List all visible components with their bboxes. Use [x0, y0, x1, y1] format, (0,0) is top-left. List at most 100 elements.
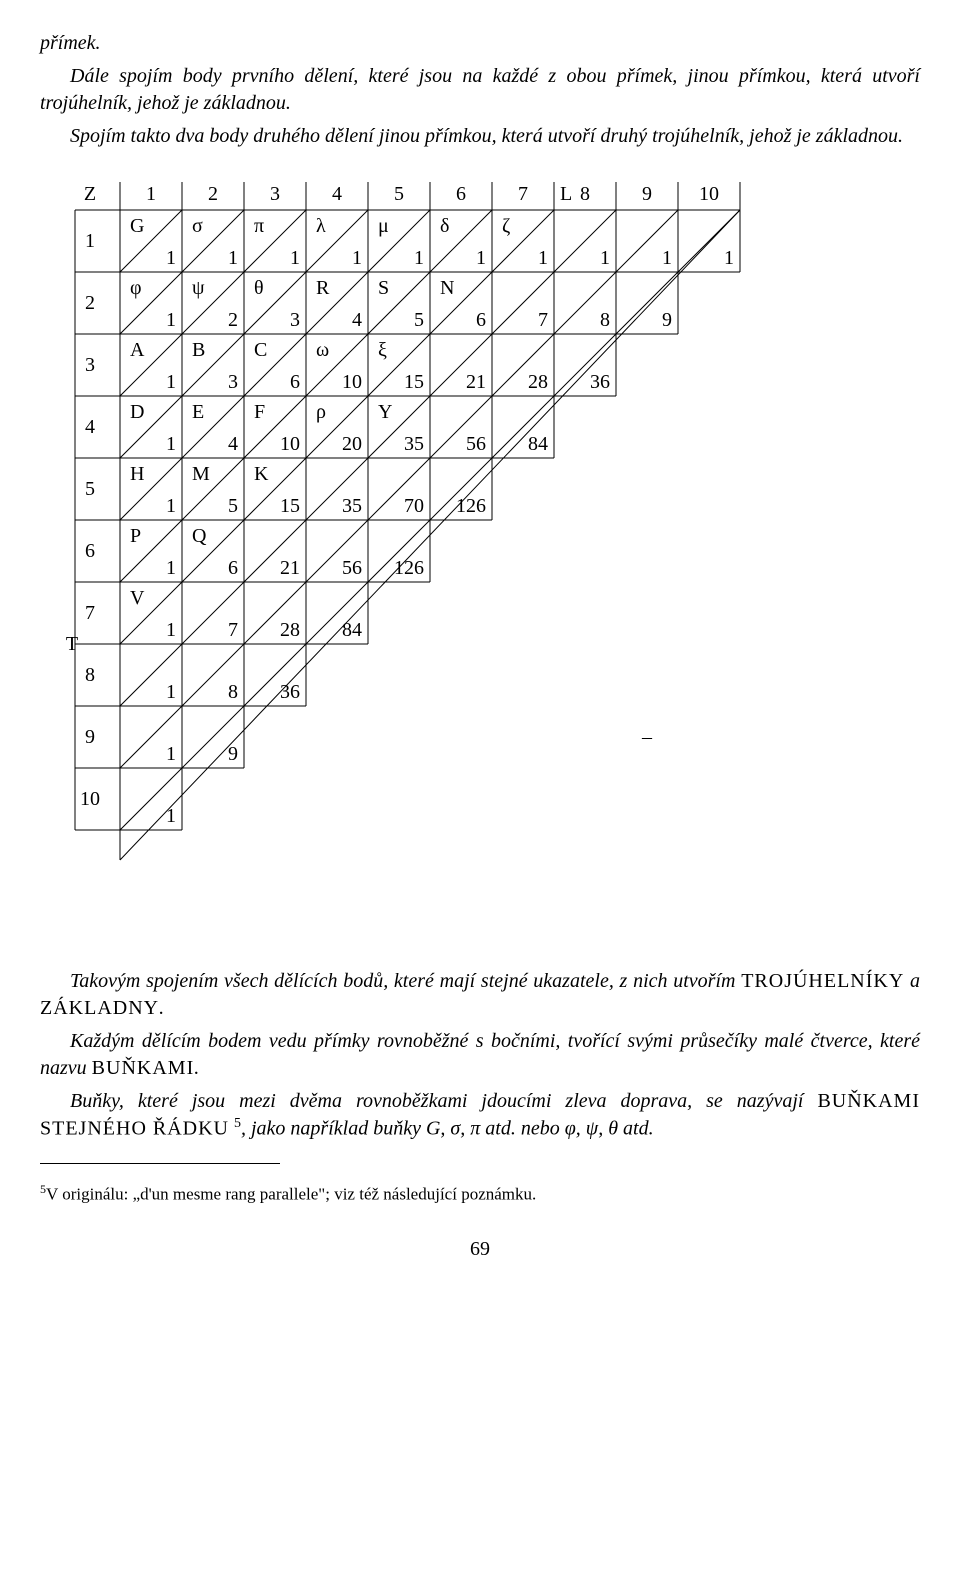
- svg-text:9: 9: [85, 726, 95, 748]
- svg-text:36: 36: [590, 371, 610, 393]
- svg-text:3: 3: [270, 183, 280, 205]
- svg-text:8: 8: [228, 681, 238, 703]
- svg-text:1: 1: [600, 247, 610, 269]
- svg-text:4: 4: [228, 433, 238, 455]
- svg-text:7: 7: [538, 309, 548, 331]
- svg-text:35: 35: [342, 495, 362, 517]
- svg-text:6: 6: [85, 540, 95, 562]
- svg-text:2: 2: [228, 309, 238, 331]
- svg-text:Q: Q: [192, 525, 207, 547]
- svg-text:5: 5: [85, 478, 95, 500]
- footnote-text: V originálu: „d'un mesme rang parallele"…: [46, 1184, 536, 1203]
- svg-text:R: R: [316, 277, 330, 299]
- svg-text:1: 1: [352, 247, 362, 269]
- p4-text-c: .: [194, 1057, 199, 1079]
- svg-text:A: A: [130, 339, 145, 361]
- svg-text:S: S: [378, 277, 389, 299]
- p4-word-1: BUŇKAMI: [92, 1057, 195, 1079]
- svg-text:φ: φ: [130, 277, 142, 299]
- page-number: 69: [40, 1236, 920, 1263]
- svg-text:4: 4: [85, 416, 95, 438]
- p5-text-a: Buňky, které jsou mezi dvěma rovnoběžkam…: [70, 1090, 817, 1112]
- svg-text:δ: δ: [440, 215, 449, 237]
- svg-text:6: 6: [290, 371, 300, 393]
- svg-text:L: L: [560, 183, 572, 205]
- svg-text:H: H: [130, 463, 144, 485]
- svg-text:Y: Y: [378, 401, 392, 423]
- svg-text:3: 3: [290, 309, 300, 331]
- svg-text:10: 10: [699, 183, 719, 205]
- svg-text:1: 1: [166, 371, 176, 393]
- svg-text:ξ: ξ: [378, 339, 387, 361]
- svg-text:1: 1: [538, 247, 548, 269]
- svg-text:B: B: [192, 339, 205, 361]
- svg-text:μ: μ: [378, 215, 389, 237]
- svg-text:10: 10: [280, 433, 300, 455]
- p5-text-e: , jako například buňky G, σ, π atd. nebo…: [241, 1118, 654, 1140]
- svg-text:1: 1: [166, 557, 176, 579]
- svg-text:1: 1: [228, 247, 238, 269]
- p3-word-2: ZÁKLADNY: [40, 997, 159, 1019]
- svg-text:1: 1: [166, 805, 176, 827]
- svg-text:21: 21: [280, 557, 300, 579]
- svg-text:1: 1: [146, 183, 156, 205]
- svg-text:λ: λ: [316, 215, 326, 237]
- p3-text-a: Takovým spojením všech dělících bodů, kt…: [70, 970, 741, 992]
- svg-text:70: 70: [404, 495, 424, 517]
- svg-text:1: 1: [414, 247, 424, 269]
- p3-word-1: TROJÚHELNÍKY: [741, 970, 904, 992]
- svg-text:28: 28: [280, 619, 300, 641]
- svg-text:ζ: ζ: [502, 215, 510, 237]
- svg-text:1: 1: [166, 743, 176, 765]
- svg-text:21: 21: [466, 371, 486, 393]
- svg-text:1: 1: [290, 247, 300, 269]
- paragraph-5: Buňky, které jsou mezi dvěma rovnoběžkam…: [40, 1088, 920, 1143]
- paragraph-1: Dále spojím body prvního dělení, které j…: [40, 63, 920, 117]
- svg-text:θ: θ: [254, 277, 264, 299]
- svg-text:56: 56: [342, 557, 362, 579]
- svg-text:2: 2: [85, 292, 95, 314]
- svg-text:K: K: [254, 463, 269, 485]
- svg-text:5: 5: [394, 183, 404, 205]
- svg-text:Z: Z: [84, 183, 96, 205]
- svg-text:F: F: [254, 401, 265, 423]
- svg-text:1: 1: [166, 247, 176, 269]
- svg-text:10: 10: [342, 371, 362, 393]
- svg-text:9: 9: [662, 309, 672, 331]
- svg-text:ρ: ρ: [316, 401, 326, 423]
- svg-text:4: 4: [352, 309, 362, 331]
- svg-text:36: 36: [280, 681, 300, 703]
- svg-text:3: 3: [85, 354, 95, 376]
- svg-text:9: 9: [228, 743, 238, 765]
- svg-text:ω: ω: [316, 339, 329, 361]
- svg-text:ψ: ψ: [192, 277, 205, 299]
- svg-text:C: C: [254, 339, 267, 361]
- svg-text:8: 8: [600, 309, 610, 331]
- svg-text:8: 8: [85, 664, 95, 686]
- svg-text:6: 6: [476, 309, 486, 331]
- svg-text:V: V: [130, 587, 145, 609]
- svg-text:84: 84: [342, 619, 362, 641]
- svg-text:9: 9: [642, 183, 652, 205]
- svg-text:1: 1: [166, 495, 176, 517]
- svg-text:7: 7: [85, 602, 95, 624]
- svg-text:M: M: [192, 463, 210, 485]
- svg-text:–: –: [641, 726, 653, 748]
- svg-text:1: 1: [166, 433, 176, 455]
- paragraph-4: Každým dělícím bodem vedu přímky rovnobě…: [40, 1028, 920, 1082]
- svg-text:35: 35: [404, 433, 424, 455]
- svg-text:7: 7: [518, 183, 528, 205]
- svg-text:P: P: [130, 525, 141, 547]
- svg-text:7: 7: [228, 619, 238, 641]
- footnote-ref-5: 5: [234, 1116, 241, 1131]
- svg-text:6: 6: [228, 557, 238, 579]
- svg-text:15: 15: [404, 371, 424, 393]
- p3-text-c: a: [904, 970, 920, 992]
- paragraph-0: přímek.: [40, 30, 920, 57]
- svg-text:3: 3: [228, 371, 238, 393]
- svg-text:1: 1: [476, 247, 486, 269]
- svg-text:5: 5: [414, 309, 424, 331]
- paragraph-2: Spojím takto dva body druhého dělení jin…: [40, 123, 920, 150]
- svg-text:15: 15: [280, 495, 300, 517]
- svg-text:1: 1: [166, 309, 176, 331]
